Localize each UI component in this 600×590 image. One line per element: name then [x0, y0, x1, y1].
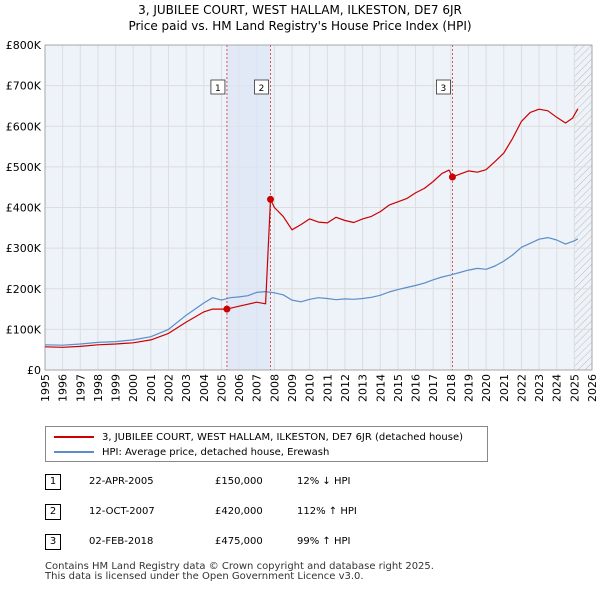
transaction-row: 1 22-APR-2005 £150,000 12% ↓ HPI — [45, 474, 465, 492]
transaction-date: 12-OCT-2007 — [89, 506, 155, 517]
x-tick-label: 2023 — [533, 374, 546, 402]
x-tick-label: 2010 — [304, 374, 317, 402]
y-tick-label: £500K — [6, 161, 42, 174]
y-tick-label: £800K — [6, 39, 42, 52]
x-tick-label: 2009 — [286, 374, 299, 402]
sale-point — [448, 173, 456, 181]
legend-property: 3, JUBILEE COURT, WEST HALLAM, ILKESTON,… — [54, 430, 463, 444]
transaction-marker: 2 — [45, 504, 61, 520]
x-tick-label: 2022 — [515, 374, 528, 402]
sale-point — [223, 305, 231, 313]
x-tick-label: 1998 — [92, 374, 105, 402]
transaction-price: £420,000 — [215, 506, 263, 517]
sale-point — [267, 195, 275, 203]
x-tick-label: 2026 — [586, 374, 599, 402]
transaction-hpi: 12% ↓ HPI — [297, 476, 351, 487]
x-tick-label: 2006 — [233, 374, 246, 402]
footer-licence: This data is licensed under the Open Gov… — [45, 571, 364, 582]
y-tick-label: £0 — [27, 364, 41, 377]
x-tick-label: 2020 — [480, 374, 493, 402]
transaction-row: 3 02-FEB-2018 £475,000 99% ↑ HPI — [45, 534, 465, 552]
ownership-shade — [226, 45, 271, 370]
x-tick-label: 2018 — [445, 374, 458, 402]
title-address: 3, JUBILEE COURT, WEST HALLAM, ILKESTON,… — [138, 3, 462, 17]
x-tick-label: 2011 — [321, 374, 334, 402]
y-tick-label: £200K — [6, 283, 42, 296]
chart-legend: 3, JUBILEE COURT, WEST HALLAM, ILKESTON,… — [45, 426, 488, 462]
sale-number-box — [210, 79, 226, 95]
x-tick-label: 2017 — [427, 374, 440, 402]
chart-title: 3, JUBILEE COURT, WEST HALLAM, ILKESTON,… — [0, 2, 600, 34]
title-subtitle: Price paid vs. HM Land Registry's House … — [128, 19, 472, 33]
sale-number-box — [436, 79, 451, 95]
x-tick-label: 2014 — [374, 374, 387, 402]
x-tick-label: 2015 — [392, 374, 405, 402]
y-tick-label: £700K — [6, 80, 42, 93]
x-tick-label: 2008 — [268, 374, 281, 402]
sale-number-box — [254, 79, 269, 95]
x-tick-label: 2001 — [145, 374, 158, 402]
y-tick-label: £400K — [6, 202, 42, 215]
x-tick-label: 2019 — [462, 374, 475, 402]
x-tick-label: 2003 — [180, 374, 193, 402]
sale-number-label: 1 — [215, 84, 221, 94]
y-tick-label: £100K — [6, 323, 42, 336]
x-tick-label: 2016 — [410, 374, 423, 402]
x-tick-label: 2024 — [551, 374, 564, 402]
hpi-line — [44, 237, 579, 346]
x-tick-label: 2000 — [127, 374, 140, 402]
legend-hpi-label: HPI: Average price, detached house, Erew… — [102, 446, 330, 458]
transaction-date: 02-FEB-2018 — [89, 536, 154, 547]
transaction-hpi: 112% ↑ HPI — [297, 506, 357, 517]
y-tick-label: £600K — [6, 120, 42, 133]
transaction-date: 22-APR-2005 — [89, 476, 154, 487]
x-tick-label: 2004 — [198, 374, 211, 402]
transaction-hpi: 99% ↑ HPI — [297, 536, 351, 547]
x-tick-label: 1997 — [74, 374, 87, 402]
x-tick-label: 1999 — [110, 374, 123, 402]
plot-frame — [44, 44, 593, 371]
footer-copyright: Contains HM Land Registry data © Crown c… — [45, 561, 434, 572]
x-tick-label: 2005 — [215, 374, 228, 402]
transaction-row: 2 12-OCT-2007 £420,000 112% ↑ HPI — [45, 504, 465, 522]
sale-number-label: 3 — [441, 84, 447, 94]
legend-hpi-swatch — [54, 451, 94, 453]
price-chart: 1 2 3 £0 £100K £200K £300K £400K £500K £600K £700K… — [6, 39, 599, 402]
x-tick-label: 2025 — [568, 374, 581, 402]
property-price-line — [44, 108, 579, 348]
y-tick-label: £300K — [6, 242, 42, 255]
x-tick-label: 1995 — [39, 374, 52, 402]
transaction-marker: 1 — [45, 474, 61, 490]
legend-hpi: HPI: Average price, detached house, Erew… — [54, 445, 329, 459]
transaction-marker: 3 — [45, 534, 61, 550]
footer-attribution: Contains HM Land Registry data © Crown c… — [45, 562, 434, 582]
x-tick-label: 2021 — [498, 374, 511, 402]
x-tick-label: 1996 — [57, 374, 70, 402]
transaction-price: £475,000 — [215, 536, 263, 547]
x-tick-label: 2002 — [163, 374, 176, 402]
x-tick-label: 2013 — [357, 374, 370, 402]
sale-number-label: 2 — [259, 84, 265, 94]
legend-property-swatch — [54, 436, 94, 438]
x-tick-label: 2007 — [251, 374, 264, 402]
legend-property-label: 3, JUBILEE COURT, WEST HALLAM, ILKESTON,… — [102, 431, 464, 443]
transaction-price: £150,000 — [215, 476, 263, 487]
x-tick-label: 2012 — [339, 374, 352, 402]
